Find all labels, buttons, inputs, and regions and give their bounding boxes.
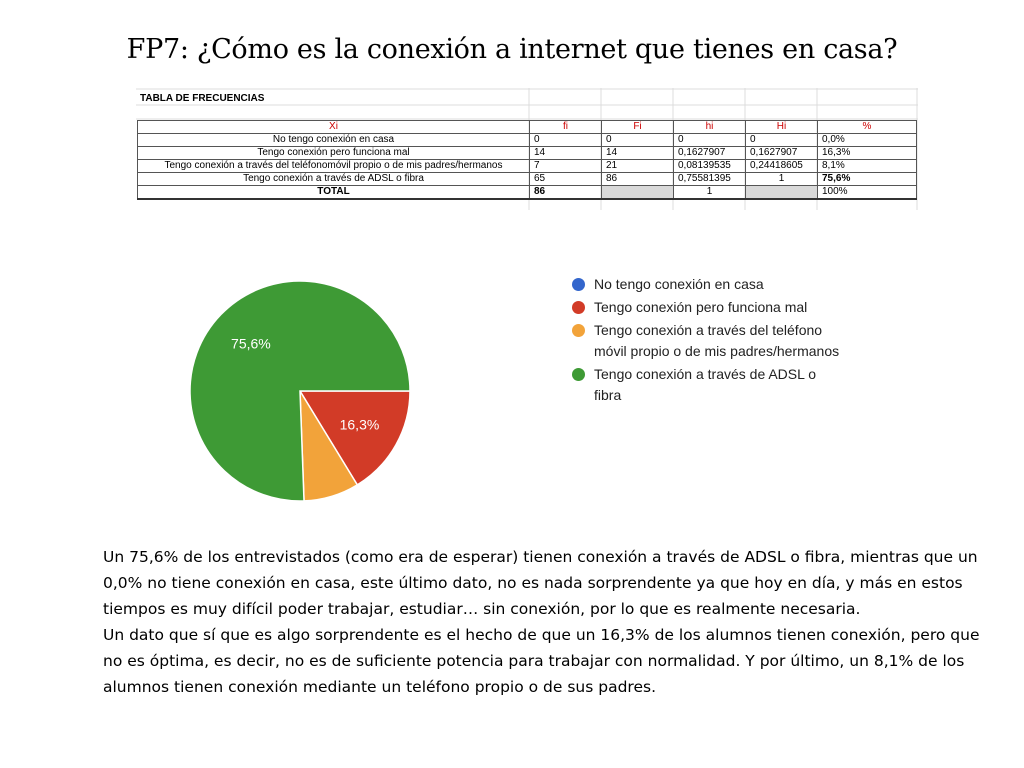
header-fi: fi bbox=[529, 120, 602, 134]
slide-title: FP7: ¿Cómo es la conexión a internet que… bbox=[126, 34, 898, 65]
legend-label-continued: fibra bbox=[594, 387, 622, 403]
legend-swatch bbox=[572, 368, 585, 381]
header-percent: % bbox=[817, 120, 917, 134]
legend-item: Tengo conexión pero funciona mal bbox=[572, 297, 892, 318]
cell-percent: 75,6% bbox=[817, 172, 917, 186]
frequency-table-image: TABLA DE FRECUENCIAS Xi fi Fi hi Hi % No… bbox=[136, 88, 918, 210]
row-label: Tengo conexión a través del teléfonomóvi… bbox=[137, 159, 530, 173]
legend-swatch bbox=[572, 278, 585, 291]
total-cumulative-fi bbox=[601, 185, 674, 200]
table-row: Tengo conexión pero funciona mal 14 14 0… bbox=[137, 146, 917, 160]
row-label: No tengo conexión en casa bbox=[137, 133, 530, 147]
legend-item: No tengo conexión en casa bbox=[572, 274, 892, 295]
legend-label: No tengo conexión en casa bbox=[594, 276, 764, 292]
table-row: Tengo conexión a través de ADSL o fibra … bbox=[137, 172, 917, 186]
cell-fi: 65 bbox=[529, 172, 602, 186]
legend-label: Tengo conexión a través de ADSL o bbox=[594, 366, 817, 382]
legend-label: Tengo conexión a través del teléfono bbox=[594, 322, 823, 338]
table-row: Tengo conexión a través del teléfonomóvi… bbox=[137, 159, 917, 173]
legend-label: Tengo conexión pero funciona mal bbox=[594, 299, 808, 315]
cell-cumulative-hi: 0,24418605 bbox=[745, 159, 818, 173]
total-label: TOTAL bbox=[137, 185, 530, 200]
row-label: Tengo conexión a través de ADSL o fibra bbox=[137, 172, 530, 186]
legend-item: Tengo conexión a través del teléfono móv… bbox=[572, 320, 892, 362]
pie-slice bbox=[298, 390, 411, 486]
header-cumulative-fi: Fi bbox=[601, 120, 674, 134]
cell-cumulative-fi: 86 bbox=[601, 172, 674, 186]
chart-legend: No tengo conexión en casa Tengo conexión… bbox=[572, 274, 892, 408]
cell-percent: 16,3% bbox=[817, 146, 917, 160]
cell-fi: 14 bbox=[529, 146, 602, 160]
total-cumulative-hi bbox=[745, 185, 818, 200]
legend-label-continued: móvil propio o de mis padres/hermanos bbox=[594, 343, 840, 359]
total-percent: 100% bbox=[817, 185, 917, 200]
cell-cumulative-fi: 21 bbox=[601, 159, 674, 173]
pie-slice bbox=[189, 280, 411, 502]
cell-cumulative-hi: 0,1627907 bbox=[745, 146, 818, 160]
cell-cumulative-hi: 0 bbox=[745, 133, 818, 147]
pie-chart: 16,3% 75,6% bbox=[189, 280, 411, 502]
legend-item: Tengo conexión a través de ADSL o fibra bbox=[572, 364, 892, 406]
cell-cumulative-fi: 14 bbox=[601, 146, 674, 160]
legend-swatch bbox=[572, 324, 585, 337]
cell-percent: 8,1% bbox=[817, 159, 917, 173]
header-xi: Xi bbox=[137, 120, 530, 134]
pie-slice-label: 16,3% bbox=[340, 416, 380, 432]
header-hi: hi bbox=[673, 120, 746, 134]
cell-fi: 0 bbox=[529, 133, 602, 147]
cell-hi: 0,75581395 bbox=[673, 172, 746, 186]
cell-hi: 0 bbox=[673, 133, 746, 147]
cell-cumulative-hi: 1 bbox=[745, 172, 818, 186]
paragraph: Un dato que sí que es algo sorprendente … bbox=[103, 626, 980, 696]
pie-slice-label: 75,6% bbox=[231, 336, 271, 352]
cell-fi: 7 bbox=[529, 159, 602, 173]
paragraph: Un 75,6% de los entrevistados (como era … bbox=[103, 548, 978, 618]
table-header-row: Xi fi Fi hi Hi % bbox=[137, 120, 917, 134]
table-heading: TABLA DE FRECUENCIAS bbox=[140, 93, 265, 104]
cell-percent: 0,0% bbox=[817, 133, 917, 147]
cell-hi: 0,08139535 bbox=[673, 159, 746, 173]
legend-swatch bbox=[572, 301, 585, 314]
analysis-text: Un 75,6% de los entrevistados (como era … bbox=[103, 544, 983, 700]
total-hi: 1 bbox=[673, 185, 746, 200]
total-fi: 86 bbox=[529, 185, 602, 200]
table-total-row: TOTAL 86 1 100% bbox=[137, 185, 917, 200]
cell-cumulative-fi: 0 bbox=[601, 133, 674, 147]
header-cumulative-hi: Hi bbox=[745, 120, 818, 134]
cell-hi: 0,1627907 bbox=[673, 146, 746, 160]
table-row: No tengo conexión en casa 0 0 0 0 0,0% bbox=[137, 133, 917, 147]
row-label: Tengo conexión pero funciona mal bbox=[137, 146, 530, 160]
frequency-table: Xi fi Fi hi Hi % No tengo conexión en ca… bbox=[137, 120, 917, 200]
